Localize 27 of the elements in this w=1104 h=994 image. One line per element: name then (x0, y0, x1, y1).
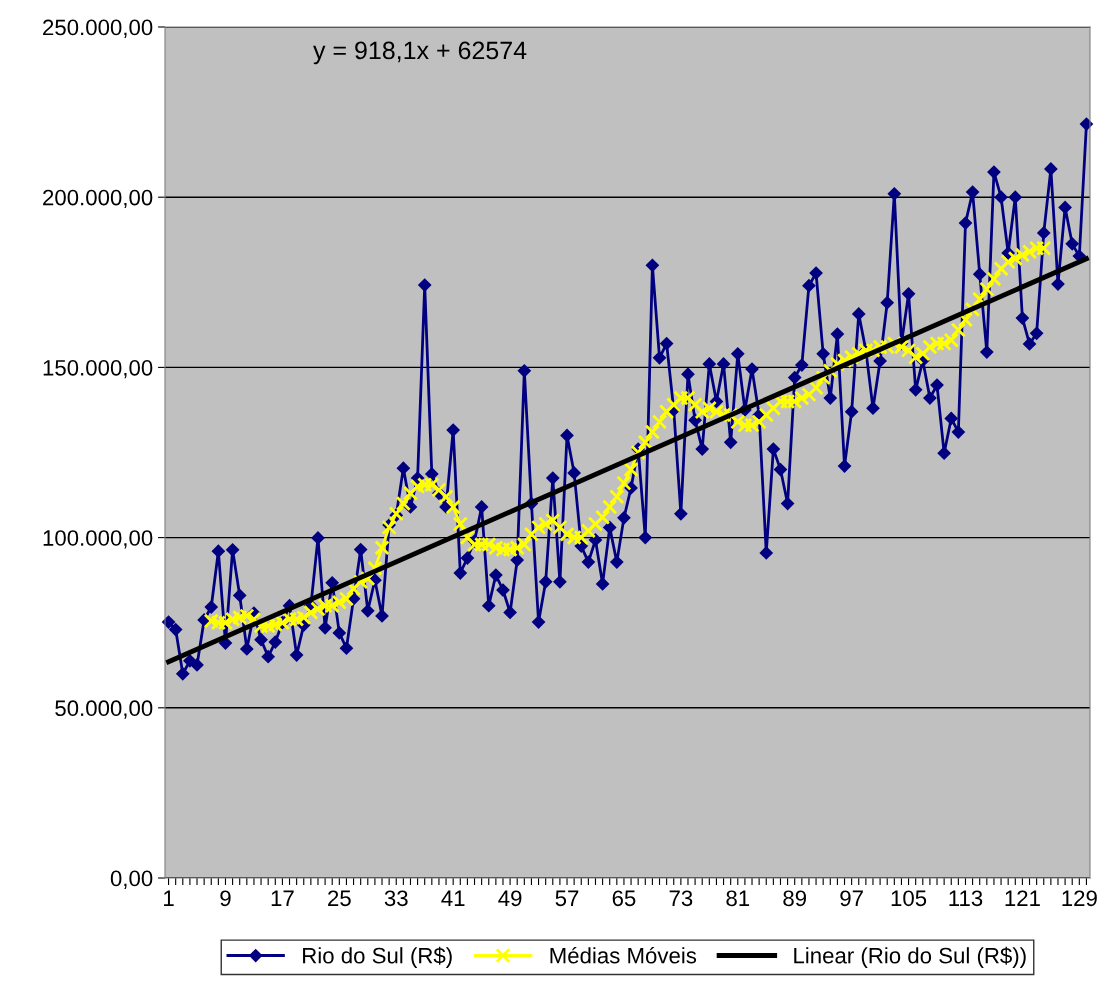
x-tick-label: 1 (164, 890, 174, 906)
y-tick-label: 250.000,00 (43, 19, 153, 38)
x-tick-label: 113 (949, 890, 983, 907)
x-tick-label: 121 (1005, 890, 1040, 906)
y-tick-label: 50.000,00 (55, 700, 153, 719)
x-tick-label: 89 (783, 890, 807, 907)
x-tick-label: 9 (220, 890, 231, 907)
legend-label: Linear (Rio do Sul (R$)) (794, 946, 1026, 968)
y-tick-label: 100.000,00 (43, 530, 153, 549)
x-tick-label: 17 (271, 890, 294, 906)
x-tick-label: 25 (328, 890, 351, 907)
legend-label: Rio do Sul (R$) (303, 946, 452, 968)
y-tick-label: 150.000,00 (43, 359, 153, 379)
x-tick-label: 105 (891, 890, 927, 907)
y-tick-label: 200.000,00 (43, 189, 153, 209)
x-tick-label: 49 (498, 890, 522, 907)
y-tick-label: 0,00 (110, 870, 153, 889)
x-tick-label: 33 (384, 890, 408, 907)
x-tick-label: 73 (669, 890, 693, 907)
x-tick-label: 129 (1062, 890, 1097, 907)
x-tick-label: 97 (840, 890, 863, 907)
legend-label: Médias Móveis (550, 946, 697, 964)
x-tick-label: 81 (726, 890, 750, 907)
x-tick-label: 57 (555, 890, 579, 907)
x-tick-label: 65 (612, 890, 636, 907)
x-tick-label: 41 (441, 890, 465, 906)
annotation: y = 918,1x + 62574 (313, 41, 527, 65)
